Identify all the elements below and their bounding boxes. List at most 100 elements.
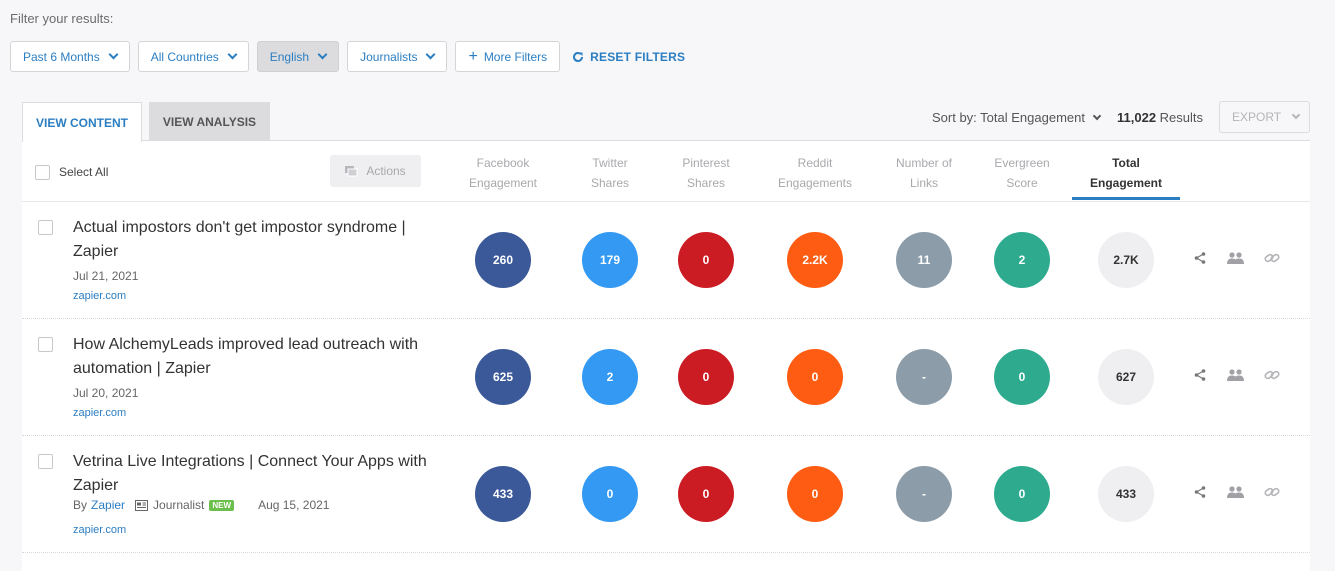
- total-engagement-value: 627: [1098, 349, 1154, 405]
- row-checkbox[interactable]: [38, 454, 53, 469]
- more-filters-label: More Filters: [483, 49, 548, 64]
- results-panel: Select All Actions Facebook Engagement T…: [22, 140, 1310, 571]
- export-button[interactable]: EXPORT: [1219, 101, 1310, 133]
- actions-label: Actions: [366, 164, 406, 178]
- evergreen-score-value: 0: [994, 349, 1050, 405]
- column-line: Shares: [686, 176, 726, 190]
- sharers-icon[interactable]: [1227, 252, 1244, 264]
- column-line: Total: [1112, 156, 1140, 170]
- newspaper-icon: [135, 499, 149, 511]
- reddit-engagements-value: 0: [787, 466, 843, 522]
- article-title[interactable]: How AlchemyLeads improved lead outreach …: [73, 336, 419, 377]
- column-line: Pinterest: [682, 156, 730, 170]
- column-line: Facebook: [476, 156, 530, 170]
- link-icon[interactable]: [1264, 252, 1280, 264]
- sort-dropdown[interactable]: Sort by: Total Engagement: [932, 110, 1102, 125]
- column-pinterest-shares[interactable]: Pinterest Shares: [651, 153, 761, 193]
- column-line: Reddit: [797, 156, 833, 170]
- author-link[interactable]: Zapier: [91, 498, 126, 512]
- column-number-of-links[interactable]: Number of Links: [869, 153, 979, 193]
- twitter-shares-value: 2: [582, 349, 638, 405]
- new-badge: NEW: [209, 499, 235, 511]
- copy-icon: [345, 165, 358, 176]
- sharers-icon[interactable]: [1227, 486, 1244, 498]
- filter-bar: Past 6 Months All Countries English Jour…: [10, 41, 685, 72]
- chevron-down-icon: [1291, 110, 1301, 120]
- export-label: EXPORT: [1232, 110, 1282, 124]
- article-domain[interactable]: zapier.com: [73, 290, 127, 302]
- number-of-links-value[interactable]: 11: [896, 232, 952, 288]
- column-line: Engagement: [1089, 176, 1162, 190]
- chevron-down-icon: [317, 49, 328, 60]
- plus-icon: +: [468, 47, 478, 65]
- evergreen-score-value: 0: [994, 466, 1050, 522]
- column-evergreen-score[interactable]: Evergreen Score: [967, 153, 1077, 193]
- pinterest-shares-value: 0: [678, 232, 734, 288]
- reset-filters-button[interactable]: RESET FILTERS: [572, 50, 685, 64]
- article-title[interactable]: Actual impostors don't get impostor synd…: [73, 219, 406, 260]
- active-sort-underline: [1072, 197, 1180, 200]
- tab-view-content[interactable]: VIEW CONTENT: [22, 102, 142, 142]
- type-filter-dropdown[interactable]: Journalists: [347, 41, 448, 72]
- column-total-engagement[interactable]: Total Engagement: [1071, 153, 1181, 193]
- column-line: Engagements: [777, 176, 853, 190]
- table-row: How AlchemyLeads improved lead outreach …: [22, 319, 1310, 436]
- refresh-icon: [573, 51, 584, 62]
- link-icon[interactable]: [1264, 486, 1280, 498]
- number-of-links-value[interactable]: -: [896, 349, 952, 405]
- country-filter-dropdown[interactable]: All Countries: [137, 41, 249, 72]
- sharers-icon[interactable]: [1227, 369, 1244, 381]
- table-row: Vetrina Live Integrations | Connect Your…: [22, 436, 1310, 553]
- pinterest-shares-value: 0: [678, 466, 734, 522]
- results-count: 11,022 Results: [1117, 110, 1203, 125]
- country-filter-label: All Countries: [150, 49, 219, 64]
- twitter-shares-value: 179: [582, 232, 638, 288]
- row-checkbox[interactable]: [38, 337, 53, 352]
- article-domain[interactable]: zapier.com: [73, 524, 127, 536]
- row-checkbox[interactable]: [38, 220, 53, 235]
- tab-view-analysis[interactable]: VIEW ANALYSIS: [149, 102, 270, 141]
- sort-label: Sort by: Total Engagement: [932, 110, 1085, 125]
- column-line: Shares: [590, 176, 630, 190]
- share-icon[interactable]: [1194, 252, 1206, 264]
- table-header: Select All Actions Facebook Engagement T…: [22, 141, 1310, 202]
- article-date: Aug 15, 2021: [258, 498, 330, 512]
- column-line: Twitter: [592, 156, 628, 170]
- article-date: Jul 21, 2021: [73, 269, 139, 283]
- more-filters-button[interactable]: + More Filters: [455, 41, 561, 72]
- chevron-down-icon: [227, 49, 238, 60]
- facebook-engagement-value: 260: [475, 232, 531, 288]
- column-facebook-engagement[interactable]: Facebook Engagement: [448, 153, 558, 193]
- article-date: Jul 20, 2021: [73, 386, 139, 400]
- column-reddit-engagements[interactable]: Reddit Engagements: [760, 153, 870, 193]
- chevron-down-icon: [426, 49, 436, 60]
- select-all-checkbox[interactable]: [35, 165, 50, 180]
- language-filter-label: English: [269, 49, 310, 64]
- column-line: Links: [909, 176, 938, 190]
- link-icon[interactable]: [1264, 369, 1280, 381]
- type-filter-label: Journalists: [360, 49, 418, 64]
- select-all-label: Select All: [59, 165, 109, 179]
- total-engagement-value: 433: [1098, 466, 1154, 522]
- share-icon[interactable]: [1194, 369, 1206, 381]
- chevron-down-icon: [108, 49, 119, 60]
- time-filter-label: Past 6 Months: [23, 49, 100, 64]
- column-line: Evergreen: [994, 156, 1050, 170]
- facebook-engagement-value: 433: [475, 466, 531, 522]
- evergreen-score-value: 2: [994, 232, 1050, 288]
- column-line: Score: [1006, 176, 1038, 190]
- column-line: Number of: [895, 156, 953, 170]
- language-filter-dropdown[interactable]: English: [256, 41, 340, 72]
- article-domain[interactable]: zapier.com: [73, 407, 127, 419]
- actions-button[interactable]: Actions: [330, 155, 421, 187]
- share-icon[interactable]: [1194, 486, 1206, 498]
- total-engagement-value: 2.7K: [1098, 232, 1154, 288]
- time-filter-dropdown[interactable]: Past 6 Months: [10, 41, 130, 72]
- filter-label: Filter your results:: [10, 11, 114, 26]
- number-of-links-value[interactable]: -: [896, 466, 952, 522]
- article-title[interactable]: Vetrina Live Integrations | Connect Your…: [73, 453, 427, 494]
- twitter-shares-value: 0: [582, 466, 638, 522]
- column-twitter-shares[interactable]: Twitter Shares: [555, 153, 665, 193]
- reddit-engagements-value: 2.2K: [787, 232, 843, 288]
- column-line: Engagement: [468, 176, 538, 190]
